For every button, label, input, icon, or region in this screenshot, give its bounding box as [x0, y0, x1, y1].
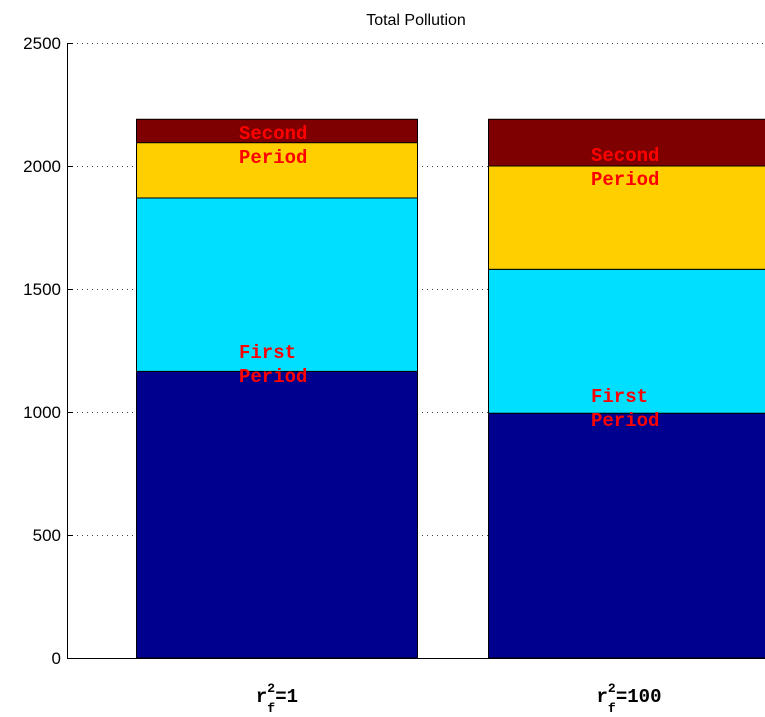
y-tick-label-0: 0	[52, 649, 61, 668]
axes	[67, 43, 765, 659]
y-tick-label-3: 1500	[23, 280, 61, 299]
y-tick-label-5: 2500	[23, 34, 61, 53]
bar-0-segment-2	[136, 142, 418, 199]
annotations: FirstPeriodSecondPeriodFirstPeriodSecond…	[239, 123, 659, 432]
x-tick-label-0: r 2 f=1	[256, 681, 298, 716]
annotation-3-line-0: Second	[591, 145, 659, 167]
y-tick-label-4: 2000	[23, 157, 61, 176]
x-tick-label-0-suffix: =1	[275, 686, 298, 708]
bar-1-segment-3	[488, 118, 765, 167]
annotation-2-line-0: First	[591, 386, 648, 408]
annotation-1-line-0: Second	[239, 123, 307, 145]
annotation-2-line-1: Period	[591, 410, 659, 432]
bar-1-segment-0	[488, 412, 765, 659]
x-tick-label-1-suffix: =100	[616, 686, 662, 708]
x-tick-labels: r 2f=1 r 2f=100	[256, 681, 662, 716]
x-tick-label-1: r 2 f=100	[597, 681, 662, 716]
annotation-1-line-1: Period	[239, 147, 307, 169]
chart-title: Total Pollution	[366, 12, 466, 29]
bar-1-segment-2	[488, 165, 765, 270]
x-tick-label-0-base: r	[256, 686, 267, 708]
bar-0-segment-0	[136, 370, 418, 659]
bar-0-segment-1	[136, 197, 418, 372]
y-tick-label-1: 500	[33, 526, 61, 545]
y-tick-labels: 0 500 1000 1500 2000 2500	[23, 34, 73, 668]
bar-0-segment-3	[136, 118, 418, 144]
x-tick-label-0-sup: 2	[267, 681, 275, 696]
annotation-3-line-1: Period	[591, 169, 659, 191]
y-tick-label-2: 1000	[23, 403, 61, 422]
x-tick-label-1-sup: 2	[608, 681, 616, 696]
annotation-0-line-1: Period	[239, 366, 307, 388]
annotation-0-line-0: First	[239, 342, 296, 364]
bars	[136, 118, 765, 659]
x-tick-label-1-sub: f	[608, 701, 616, 716]
x-tick-label-0-sub: f	[267, 701, 275, 716]
x-tick-label-1-base: r	[597, 686, 608, 708]
bar-1-segment-1	[488, 268, 765, 414]
